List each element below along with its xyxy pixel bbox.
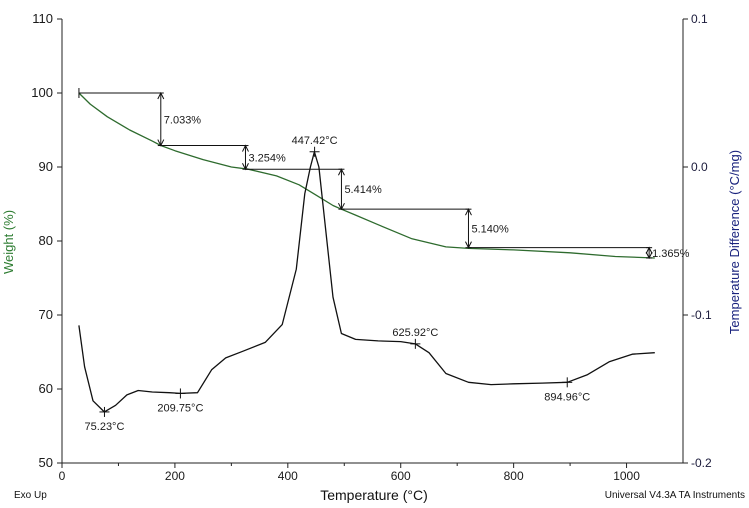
footer-exo-up: Exo Up <box>14 490 47 501</box>
weight-loss-label: 5.140% <box>471 223 509 235</box>
peak-label: 209.75°C <box>157 402 203 414</box>
peak-label: 894.96°C <box>544 391 590 403</box>
x-tick-label: 1000 <box>613 469 640 483</box>
y-left-tick-label: 60 <box>39 381 53 396</box>
peak-label: 625.92°C <box>392 327 438 339</box>
x-tick-label: 800 <box>504 469 524 483</box>
y-right-tick-label: 0.0 <box>691 160 708 174</box>
y-left-tick-label: 80 <box>39 233 53 248</box>
y-left-tick-label: 100 <box>31 85 53 100</box>
x-axis-label: Temperature (°C) <box>320 487 428 503</box>
weight-loss-label: 1.365% <box>652 248 690 260</box>
x-tick-label: 0 <box>59 469 66 483</box>
weight-loss-label: 5.414% <box>344 184 382 196</box>
y-left-tick-label: 110 <box>32 11 53 26</box>
y-right-tick-label: -0.2 <box>691 456 712 470</box>
weight-loss-label: 3.254% <box>248 152 286 164</box>
x-tick-label: 400 <box>278 469 298 483</box>
y-left-tick-label: 90 <box>39 159 53 174</box>
y-left-tick-label: 50 <box>39 455 53 470</box>
footer-instrument: Universal V4.3A TA Instruments <box>605 490 745 501</box>
y-axis-left-label: Weight (%) <box>1 210 16 274</box>
weight-curve <box>78 92 655 259</box>
y-left-tick-label: 70 <box>39 307 53 322</box>
peak-label: 75.23°C <box>85 421 125 433</box>
y-right-tick-label: -0.1 <box>691 308 712 322</box>
x-tick-label: 600 <box>391 469 411 483</box>
x-tick-label: 200 <box>165 469 185 483</box>
weight-loss-label: 7.033% <box>164 114 202 126</box>
peak-label: 447.42°C <box>292 135 338 147</box>
y-right-tick-label: 0.1 <box>691 12 708 26</box>
y-axis-right-label: Temperature Difference (°C/mg) <box>727 150 742 334</box>
